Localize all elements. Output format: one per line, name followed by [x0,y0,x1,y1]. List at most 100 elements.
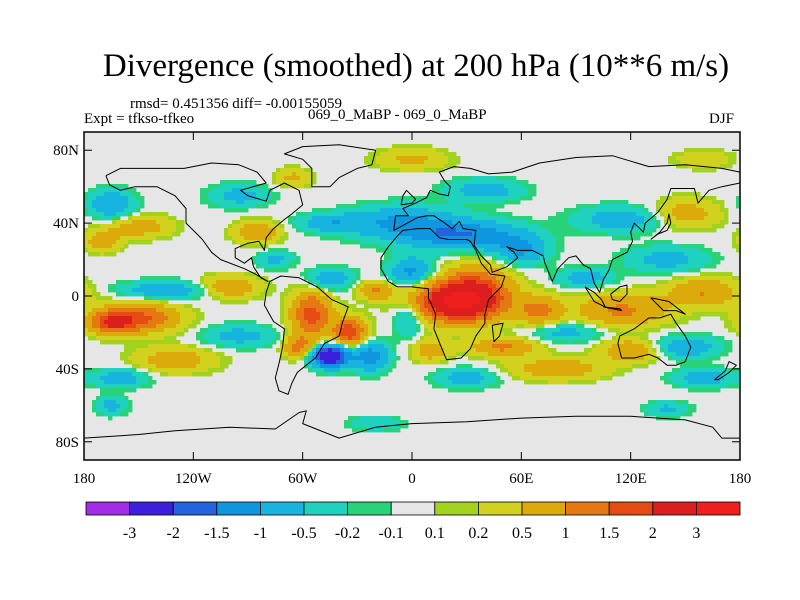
field-cell [400,304,405,309]
field-cell [116,304,121,309]
field-cell [364,200,369,205]
field-cell [376,228,381,233]
field-cell [476,244,481,249]
field-cell [84,296,89,301]
field-cell [116,340,121,345]
field-cell [444,328,449,333]
field-cell [508,312,513,317]
field-cell [608,260,613,265]
field-cell [728,156,733,161]
field-cell [504,180,509,185]
field-cell [408,256,413,261]
field-cell [452,244,457,249]
field-cell [720,304,725,309]
field-cell [172,312,177,317]
field-cell [108,200,113,205]
field-cell [696,196,701,201]
field-cell [524,196,529,201]
field-cell [688,300,693,305]
field-cell [236,284,241,289]
field-cell [556,216,561,221]
field-cell [96,192,101,197]
field-cell [260,284,265,289]
field-cell [332,280,337,285]
field-cell [584,280,589,285]
field-cell [376,344,381,349]
field-cell [228,272,233,277]
field-cell [464,184,469,189]
field-cell [312,276,317,281]
field-cell [696,248,701,253]
field-cell [84,208,89,213]
field-cell [284,176,289,181]
field-cell [464,332,469,337]
field-cell [572,272,577,277]
field-cell [308,212,313,217]
field-cell [308,336,313,341]
field-cell [236,300,241,305]
field-cell [452,196,457,201]
field-cell [104,312,109,317]
field-cell [392,152,397,157]
field-cell [412,260,417,265]
field-cell [464,248,469,253]
field-cell [116,192,121,197]
field-cell [580,216,585,221]
field-cell [236,232,241,237]
field-cell [448,200,453,205]
field-cell [284,180,289,185]
field-cell [488,268,493,273]
field-cell [432,224,437,229]
field-cell [456,324,461,329]
field-cell [728,312,733,317]
field-cell [92,324,97,329]
field-cell [484,176,489,181]
field-cell [400,208,405,213]
field-cell [612,340,617,345]
field-cell [708,336,713,341]
field-cell [252,292,257,297]
field-cell [256,284,261,289]
field-cell [500,176,505,181]
field-cell [448,240,453,245]
field-cell [440,196,445,201]
field-cell [276,236,281,241]
field-cell [312,324,317,329]
field-cell [444,284,449,289]
field-cell [492,248,497,253]
field-cell [404,332,409,337]
field-cell [280,292,285,297]
field-cell [476,332,481,337]
field-cell [268,328,273,333]
field-cell [580,308,585,313]
field-cell [112,188,117,193]
field-cell [84,200,89,205]
field-cell [468,260,473,265]
field-cell [376,160,381,165]
field-cell [336,224,341,229]
field-cell [136,336,141,341]
field-cell [648,220,653,225]
field-cell [416,292,421,297]
field-cell [208,332,213,337]
field-cell [428,292,433,297]
field-cell [452,296,457,301]
field-cell [224,336,229,341]
field-cell [300,332,305,337]
field-cell [464,260,469,265]
field-cell [176,304,181,309]
field-cell [388,256,393,261]
field-cell [512,236,517,241]
field-cell [108,296,113,301]
field-cell [460,200,465,205]
field-cell [96,232,101,237]
field-cell [652,312,657,317]
field-cell [464,304,469,309]
field-cell [116,248,121,253]
field-cell [380,228,385,233]
field-cell [304,180,309,185]
field-cell [360,336,365,341]
field-cell [360,280,365,285]
field-cell [692,264,697,269]
field-cell [204,340,209,345]
